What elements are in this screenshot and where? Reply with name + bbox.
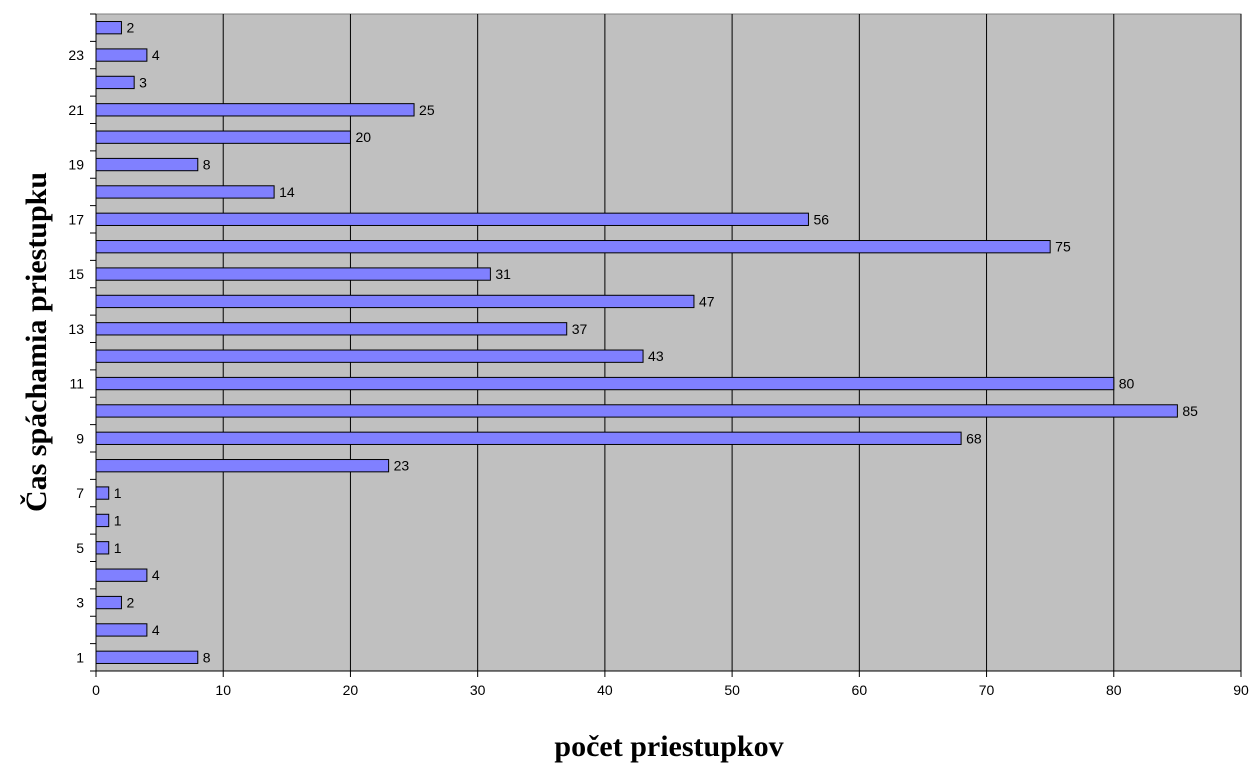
data-label: 68 xyxy=(966,430,982,446)
data-label: 8 xyxy=(203,649,211,665)
bar xyxy=(96,241,1050,253)
data-label: 1 xyxy=(114,512,122,528)
bar xyxy=(96,377,1114,389)
bar xyxy=(96,186,274,198)
y-tick-label: 15 xyxy=(68,266,84,282)
bar xyxy=(96,569,147,581)
y-tick-label: 9 xyxy=(76,430,84,446)
y-tick-label: 13 xyxy=(68,321,84,337)
data-label: 2 xyxy=(126,595,134,611)
data-label: 37 xyxy=(572,321,588,337)
data-label: 8 xyxy=(203,157,211,173)
bar xyxy=(96,405,1177,417)
data-label: 20 xyxy=(355,129,371,145)
bar xyxy=(96,22,121,34)
y-tick-label: 5 xyxy=(76,540,84,556)
x-tick-label: 50 xyxy=(724,682,740,698)
y-tick-label: 23 xyxy=(68,47,84,63)
data-label: 47 xyxy=(699,293,715,309)
bar xyxy=(96,624,147,636)
x-tick-label: 90 xyxy=(1233,682,1249,698)
x-axis-title: počet priestupkov xyxy=(554,730,783,763)
bar xyxy=(96,158,198,170)
y-tick-label: 1 xyxy=(76,649,84,665)
bar xyxy=(96,213,808,225)
bar xyxy=(96,460,389,472)
data-label: 1 xyxy=(114,485,122,501)
data-label: 2 xyxy=(126,20,134,36)
data-label: 85 xyxy=(1182,403,1198,419)
x-tick-label: 60 xyxy=(852,682,868,698)
x-tick-label: 0 xyxy=(92,682,100,698)
x-tick-label: 10 xyxy=(215,682,231,698)
data-label: 56 xyxy=(813,211,829,227)
bar xyxy=(96,49,147,61)
y-axis-title: Čas spáchamia priestupku xyxy=(20,172,53,512)
data-label: 3 xyxy=(139,74,147,90)
data-label: 1 xyxy=(114,540,122,556)
x-tick-label: 80 xyxy=(1106,682,1122,698)
data-label: 4 xyxy=(152,47,160,63)
y-tick-label: 17 xyxy=(68,211,84,227)
x-tick-label: 30 xyxy=(470,682,486,698)
data-label: 4 xyxy=(152,622,160,638)
data-label: 75 xyxy=(1055,239,1071,255)
bar xyxy=(96,514,109,526)
bar xyxy=(96,104,414,116)
bar xyxy=(96,432,961,444)
data-label: 4 xyxy=(152,567,160,583)
x-tick-label: 40 xyxy=(597,682,613,698)
y-tick-label: 11 xyxy=(69,376,84,392)
bar xyxy=(96,323,567,335)
data-label: 80 xyxy=(1119,376,1135,392)
y-tick-label: 3 xyxy=(76,595,84,611)
data-label: 14 xyxy=(279,184,295,200)
bar xyxy=(96,131,350,143)
bar xyxy=(96,76,134,88)
bar xyxy=(96,350,643,362)
y-tick-label: 21 xyxy=(68,102,84,118)
bar xyxy=(96,487,109,499)
data-label: 43 xyxy=(648,348,664,364)
y-tick-label: 7 xyxy=(76,485,84,501)
data-label: 31 xyxy=(495,266,511,282)
bar xyxy=(96,268,490,280)
x-tick-label: 70 xyxy=(979,682,995,698)
bar xyxy=(96,651,198,663)
bar xyxy=(96,596,121,608)
data-label: 25 xyxy=(419,102,435,118)
bar xyxy=(96,542,109,554)
bar xyxy=(96,295,694,307)
x-tick-label: 20 xyxy=(343,682,359,698)
data-label: 23 xyxy=(394,458,410,474)
y-tick-label: 19 xyxy=(68,157,84,173)
